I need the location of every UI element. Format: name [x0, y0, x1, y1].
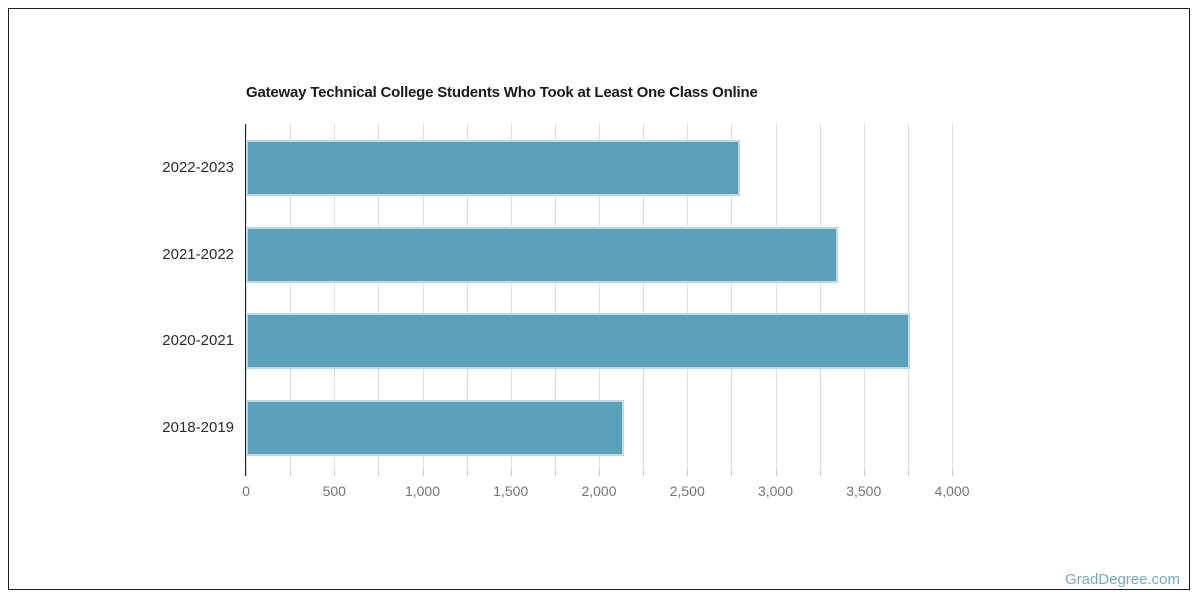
x-axis-labels: 0 500 1,000 1,500 2,000 2,500 3,000 3,500 4,000	[242, 483, 1006, 503]
gridline	[643, 124, 645, 470]
gridline	[819, 124, 821, 470]
y-axis-label: 2018-2019	[162, 418, 234, 436]
chart-title: Gateway Technical College Students Who T…	[246, 84, 758, 101]
x-axis-label: 0	[242, 483, 250, 499]
x-axis-label: 500	[322, 483, 346, 499]
bar-2022-2023	[246, 140, 741, 196]
y-axis-labels: 2022-2023 2021-2022 2020-2021 2018-2019	[0, 0, 234, 600]
bar-2020-2021	[246, 313, 910, 369]
axis-tick	[907, 470, 909, 476]
x-axis-label: 1,500	[493, 483, 529, 499]
gridline	[775, 124, 777, 470]
x-axis-label: 3,500	[846, 483, 882, 499]
gridline	[863, 124, 865, 470]
x-axis-label: 2,500	[669, 483, 705, 499]
axis-tick	[334, 470, 336, 476]
gridline	[422, 124, 424, 470]
graddegree-watermark-link[interactable]: GradDegree.com	[1064, 571, 1180, 588]
axis-tick	[863, 470, 865, 476]
axis-tick	[687, 470, 689, 476]
gridline	[246, 124, 247, 470]
gridline	[290, 124, 292, 470]
axis-tick	[731, 470, 733, 476]
gridline	[554, 124, 556, 470]
bar-2018-2019	[246, 399, 624, 456]
axis-tick	[466, 470, 468, 476]
axis-tick	[643, 470, 645, 476]
gridline	[466, 124, 468, 470]
gridline	[907, 124, 909, 470]
axis-tick	[378, 470, 380, 476]
gridline	[952, 124, 953, 470]
gridline	[731, 124, 733, 470]
axis-tick	[246, 470, 247, 476]
gridline	[687, 124, 689, 470]
gridline	[599, 124, 600, 470]
axis-tick	[599, 470, 600, 476]
axis-tick	[554, 470, 556, 476]
axis-tick	[422, 470, 424, 476]
y-axis-label: 2022-2023	[162, 159, 234, 176]
axis-tick	[819, 470, 821, 476]
gridline	[378, 124, 380, 470]
axis-tick	[775, 470, 777, 476]
axis-tick	[290, 470, 292, 476]
gridline	[510, 124, 512, 470]
plot-area	[245, 124, 953, 476]
x-axis-label: 2,000	[581, 483, 617, 499]
axis-tick	[510, 470, 512, 476]
x-axis-label: 3,000	[757, 483, 794, 499]
y-axis-label: 2021-2022	[162, 245, 234, 263]
x-axis-label: 1,000	[404, 483, 441, 499]
gridline	[334, 124, 336, 470]
bar-2021-2022	[246, 226, 839, 283]
x-axis-label: 4,000	[934, 483, 970, 499]
y-axis-label: 2020-2021	[162, 332, 234, 349]
axis-tick	[952, 470, 953, 476]
